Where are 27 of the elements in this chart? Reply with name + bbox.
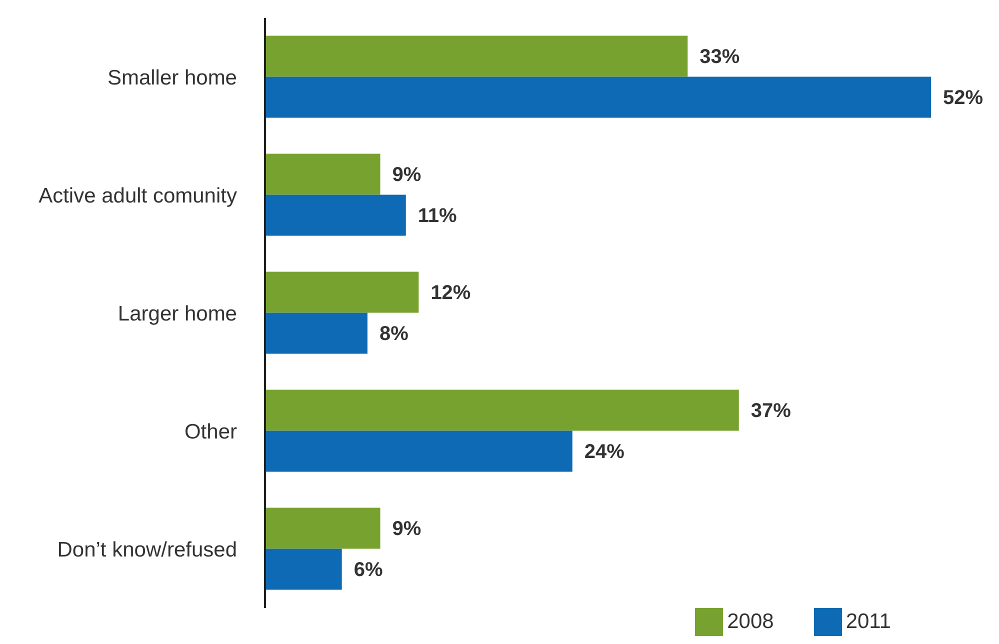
data-label: 6% bbox=[354, 559, 383, 582]
legend-label: 2011 bbox=[846, 610, 891, 633]
data-label: 11% bbox=[418, 205, 458, 228]
bar bbox=[265, 390, 739, 431]
legend-label: 2008 bbox=[727, 610, 774, 633]
data-label: 33% bbox=[700, 46, 740, 68]
data-label: 24% bbox=[584, 441, 625, 464]
data-label: 9% bbox=[392, 164, 422, 186]
bar bbox=[265, 548, 342, 590]
bar bbox=[265, 194, 406, 236]
data-label: 9% bbox=[392, 518, 422, 540]
data-label: 52% bbox=[943, 87, 984, 110]
y-tick-label: Active adult comunity bbox=[38, 184, 238, 208]
y-tick-label: Larger home bbox=[118, 302, 237, 326]
data-label: 12% bbox=[430, 282, 471, 304]
bar bbox=[265, 508, 380, 549]
bar bbox=[265, 272, 419, 313]
y-tick-label: Don’t know/refused bbox=[57, 538, 237, 562]
bar bbox=[265, 430, 572, 472]
data-label: 8% bbox=[379, 323, 409, 346]
bar bbox=[265, 36, 688, 77]
y-tick-label: Other bbox=[184, 420, 237, 444]
bar bbox=[265, 154, 380, 195]
y-tick-label: Smaller home bbox=[107, 66, 237, 90]
bar bbox=[265, 312, 368, 354]
bar bbox=[265, 76, 931, 118]
data-label: 37% bbox=[750, 400, 792, 422]
